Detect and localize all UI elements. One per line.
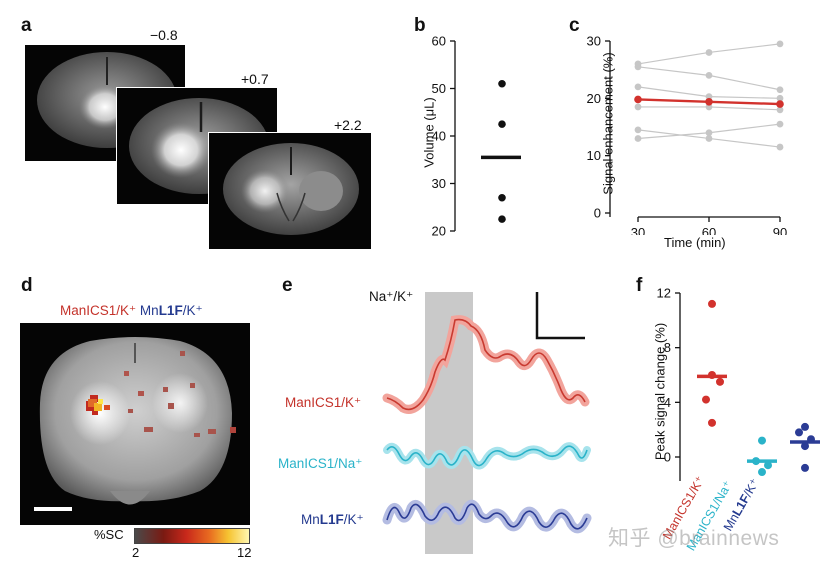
chart-c-point-s5 (776, 143, 784, 151)
chart-f-point (758, 468, 766, 477)
chart-c-point-s4 (776, 106, 784, 114)
slice-offset-3: +2.2 (334, 117, 362, 133)
chart-c-point-s6 (776, 120, 784, 128)
chart-c-point-s6 (634, 135, 642, 142)
chart-c-point-s1 (776, 40, 784, 48)
chart-c-point-s2 (776, 86, 784, 94)
chart-c: 0 10 20 30 30 60 90 (587, 34, 788, 236)
legend-mnl1f-k: MnL1F/K⁺ (139, 303, 203, 318)
chart-c-xtick-label: 90 (773, 225, 787, 235)
trace-label-manics1-k: ManICS1/K⁺ (285, 395, 362, 410)
slice-offset-1: −0.8 (150, 27, 178, 43)
chart-f-point (758, 436, 766, 445)
trace-label-manics1-na: ManICS1/Na⁺ (278, 456, 363, 471)
chart-c-point-s3 (776, 94, 784, 102)
chart-b-point (498, 79, 506, 88)
colorbar (134, 528, 250, 544)
chart-c-point-s6 (705, 129, 713, 137)
chart-c-point-mean (705, 97, 713, 106)
chart-c-point-s2 (634, 63, 642, 71)
chart-c-ytick-label: 10 (587, 148, 601, 163)
chart-f-point (795, 428, 803, 437)
chart-c-point-s2 (705, 72, 713, 79)
chart-c-point-s4 (634, 103, 642, 111)
chart-b-ylabel: Volume (μL) (421, 97, 437, 168)
chart-f-point (801, 422, 809, 431)
chart-b-tick-label: 50 (432, 81, 446, 96)
chart-f-point (708, 299, 716, 308)
scale-bar (34, 507, 72, 511)
chart-c-ylabel: Signal enhancement (%) (600, 52, 616, 195)
panel-label-d: d (21, 275, 33, 296)
chart-c-ytick-label: 20 (587, 91, 601, 106)
chart-f: 0 4 8 12 (657, 286, 820, 481)
trace-manics1-na (386, 445, 588, 467)
chart-c-point-s3 (705, 93, 713, 101)
chart-f-point (708, 418, 716, 427)
chart-f-ylabel: Peak signal change (%) (652, 322, 668, 461)
legend-manics1-k: ManICS1/K⁺ (60, 303, 137, 318)
panel-label-f: f (636, 275, 643, 296)
chart-b-tick-label: 30 (432, 176, 446, 191)
colorbar-label: %SC (94, 527, 124, 542)
chart-c-ytick-label: 30 (587, 34, 601, 49)
chart-b-point (498, 215, 506, 223)
chart-c-point-s5 (705, 135, 713, 142)
chart-f-point (764, 461, 772, 470)
trace-label-mnl1f-k: MnL1F/K⁺ (301, 512, 364, 527)
chart-f-point (801, 442, 809, 451)
trace-manics1-k (386, 318, 586, 411)
chart-f-tick-label: 8 (664, 340, 671, 355)
stimulus-label: Na⁺/K⁺ (369, 289, 414, 304)
chart-b-tick-label: 20 (432, 224, 446, 239)
watermark: 知乎 @brainnews (608, 527, 780, 550)
chart-c-xtick-label: 60 (702, 225, 716, 235)
panel-label-c: c (569, 15, 580, 36)
chart-f-tick-label: 12 (657, 286, 671, 301)
chart-c-point-s1 (705, 49, 713, 56)
chart-f-tick-label: 4 (664, 395, 671, 410)
chart-b: 20 30 40 50 60 (432, 34, 521, 239)
trace-mnl1f-k (386, 503, 588, 530)
chart-c-point-s3 (634, 83, 642, 91)
chart-b-tick-label: 40 (432, 129, 446, 144)
chart-b-point (498, 193, 506, 202)
slice-offset-2: +0.7 (241, 71, 269, 87)
colorbar-max: 12 (237, 545, 252, 560)
chart-c-point-s5 (634, 126, 642, 134)
chart-c-xlabel: Time (min) (664, 235, 726, 250)
chart-f-point (702, 395, 710, 404)
chart-c-point-mean (776, 100, 784, 108)
panel-label-a: a (21, 15, 32, 36)
colorbar-min: 2 (132, 545, 140, 560)
panel-label-b: b (414, 15, 426, 36)
chart-c-xtick-label: 30 (631, 225, 645, 235)
chart-f-tick-label: 0 (664, 450, 671, 465)
chart-b-point (498, 120, 506, 128)
chart-e (382, 292, 592, 554)
panel-d-legend: ManICS1/K⁺ MnL1F/K⁺ (60, 303, 203, 319)
chart-c-point-mean (634, 95, 642, 104)
chart-b-tick-label: 60 (432, 34, 446, 49)
chart-c-point-s4 (705, 103, 713, 111)
chart-c-ytick-label: 0 (594, 206, 601, 221)
mri-activation-map (20, 323, 250, 525)
mri-slice-3 (208, 132, 372, 250)
trace-manics1-k-band (382, 315, 590, 414)
chart-f-point (801, 463, 809, 472)
chart-f-point (716, 377, 724, 386)
scale-bar-e (535, 292, 585, 340)
panel-label-e: e (282, 275, 293, 296)
